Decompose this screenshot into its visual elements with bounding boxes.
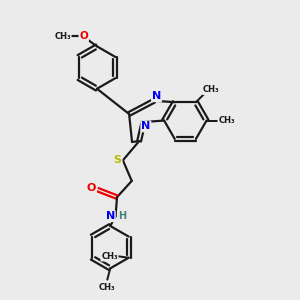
Text: H: H (118, 211, 126, 221)
Text: O: O (80, 31, 88, 41)
Text: N: N (106, 211, 115, 221)
Text: N: N (152, 91, 161, 101)
Text: CH₃: CH₃ (99, 283, 116, 292)
Text: O: O (87, 183, 96, 193)
Text: N: N (141, 122, 151, 131)
Text: CH₃: CH₃ (203, 85, 220, 94)
Text: CH₃: CH₃ (101, 252, 118, 261)
Text: CH₃: CH₃ (54, 32, 71, 40)
Text: S: S (114, 155, 122, 165)
Text: CH₃: CH₃ (218, 116, 235, 125)
